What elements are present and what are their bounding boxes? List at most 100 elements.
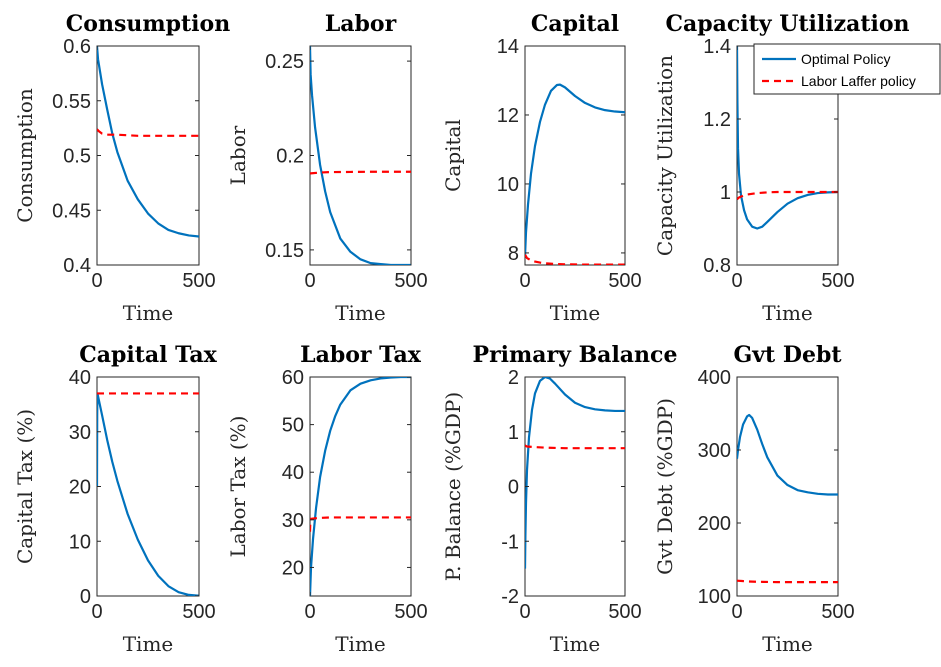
y-tick-label: 0.45 bbox=[52, 200, 91, 222]
y-tick-label: 8 bbox=[508, 243, 519, 265]
y-tick-label: 400 bbox=[698, 367, 731, 389]
axes-box bbox=[96, 376, 200, 597]
y-tick-label: 0.15 bbox=[265, 240, 304, 262]
x-tick-label: 500 bbox=[182, 270, 215, 292]
y-tick-label: -2 bbox=[501, 586, 519, 608]
x-tick-label: 500 bbox=[608, 601, 641, 623]
series-line-optimal-policy bbox=[97, 46, 199, 238]
y-tick-label: 1.4 bbox=[703, 36, 731, 58]
x-tick-label: 500 bbox=[394, 601, 427, 623]
series-line-labor-laffer-policy bbox=[310, 170, 411, 175]
legend-label: Labor Laffer policy bbox=[801, 73, 916, 89]
subplot-title: Capital bbox=[531, 11, 619, 37]
axes-box bbox=[309, 376, 412, 597]
series-line-optimal-policy bbox=[525, 83, 625, 257]
subplot-title: Capital Tax bbox=[79, 342, 217, 368]
axes-box bbox=[309, 45, 412, 266]
y-axis-label: Capital bbox=[441, 119, 465, 192]
y-tick-label: 100 bbox=[698, 586, 731, 608]
x-tick-label: 0 bbox=[304, 601, 315, 623]
y-tick-label: 0.6 bbox=[63, 36, 91, 58]
y-tick-label: 20 bbox=[282, 557, 304, 579]
x-tick-label: 0 bbox=[91, 270, 102, 292]
subplot-title: Primary Balance bbox=[473, 342, 678, 368]
series-line-labor-laffer-policy bbox=[310, 516, 411, 532]
series-line-optimal-policy bbox=[310, 46, 411, 265]
x-axis-label: Time bbox=[550, 301, 601, 325]
y-tick-label: 20 bbox=[69, 477, 91, 499]
y-tick-label: 0.8 bbox=[703, 255, 731, 277]
y-tick-label: 30 bbox=[69, 422, 91, 444]
x-tick-label: 0 bbox=[731, 601, 742, 623]
y-axis-label: Capital Tax (%) bbox=[13, 409, 37, 564]
series-line-optimal-policy bbox=[97, 392, 199, 596]
series-line-optimal-policy bbox=[525, 377, 625, 569]
y-tick-label: 1 bbox=[508, 422, 519, 444]
x-axis-label: Time bbox=[762, 632, 813, 656]
series-line-optimal-policy bbox=[737, 413, 838, 496]
x-axis-label: Time bbox=[550, 632, 601, 656]
x-tick-label: 0 bbox=[304, 270, 315, 292]
y-tick-label: 0 bbox=[508, 477, 519, 499]
x-tick-label: 0 bbox=[519, 601, 530, 623]
y-axis-label: Gvt Debt (%GDP) bbox=[653, 398, 677, 575]
y-tick-label: 2 bbox=[508, 367, 519, 389]
series-line-labor-laffer-policy bbox=[525, 254, 625, 265]
x-axis-label: Time bbox=[123, 632, 174, 656]
subplot-title: Consumption bbox=[66, 11, 230, 37]
y-tick-label: 50 bbox=[282, 415, 304, 437]
y-tick-label: 40 bbox=[69, 367, 91, 389]
y-tick-label: -1 bbox=[501, 531, 519, 553]
axes-box bbox=[736, 376, 839, 597]
y-axis-label: Labor Tax (%) bbox=[226, 416, 250, 558]
series-line-optimal-policy bbox=[737, 46, 838, 230]
y-tick-label: 200 bbox=[698, 513, 731, 535]
series-line-labor-laffer-policy bbox=[737, 579, 838, 584]
subplot-title: Gvt Debt bbox=[733, 342, 842, 368]
series-line-optimal-policy bbox=[310, 377, 411, 596]
subplot-title: Capacity Utilization bbox=[665, 11, 909, 37]
subplot-title: Labor bbox=[325, 11, 397, 37]
y-axis-label: Consumption bbox=[13, 88, 37, 223]
y-tick-label: 10 bbox=[497, 174, 519, 196]
legend-label: Optimal Policy bbox=[801, 51, 890, 67]
subplot-2: 0 500 0.15 0.2 0.25 Labor Time Labor bbox=[226, 11, 428, 325]
x-axis-label: Time bbox=[335, 632, 386, 656]
y-tick-label: 1 bbox=[720, 182, 731, 204]
x-tick-label: 500 bbox=[608, 270, 641, 292]
series-line-labor-laffer-policy bbox=[97, 128, 199, 137]
y-tick-label: 0.25 bbox=[265, 51, 304, 73]
y-tick-label: 300 bbox=[698, 440, 731, 462]
y-tick-label: 60 bbox=[282, 367, 304, 389]
y-tick-label: 0.4 bbox=[63, 255, 91, 277]
y-tick-label: 1.2 bbox=[703, 109, 731, 131]
y-tick-label: 12 bbox=[497, 105, 519, 127]
y-axis-label: Capacity Utilization bbox=[653, 55, 677, 256]
x-tick-label: 500 bbox=[182, 601, 215, 623]
y-tick-label: 40 bbox=[282, 462, 304, 484]
x-tick-label: 0 bbox=[731, 270, 742, 292]
y-tick-label: 0 bbox=[80, 586, 91, 608]
y-axis-label: Labor bbox=[226, 125, 250, 185]
x-tick-label: 500 bbox=[821, 270, 854, 292]
y-tick-label: 0.55 bbox=[52, 91, 91, 113]
y-tick-label: 0.5 bbox=[63, 146, 91, 168]
legend: Optimal Policy Labor Laffer policy bbox=[753, 43, 941, 95]
y-tick-label: 14 bbox=[497, 36, 519, 58]
subplot-1: 0 5000.40.450.50.550.6ConsumptionTimeCons… bbox=[13, 11, 230, 325]
series-line-labor-laffer-policy bbox=[737, 190, 838, 201]
x-tick-label: 500 bbox=[394, 270, 427, 292]
x-tick-label: 500 bbox=[821, 601, 854, 623]
y-tick-label: 10 bbox=[69, 531, 91, 553]
x-tick-label: 0 bbox=[519, 270, 530, 292]
x-axis-label: Time bbox=[335, 301, 386, 325]
axes-box bbox=[96, 45, 200, 266]
subplot-title: Labor Tax bbox=[300, 342, 422, 368]
y-axis-label: P. Balance (%GDP) bbox=[441, 392, 465, 581]
